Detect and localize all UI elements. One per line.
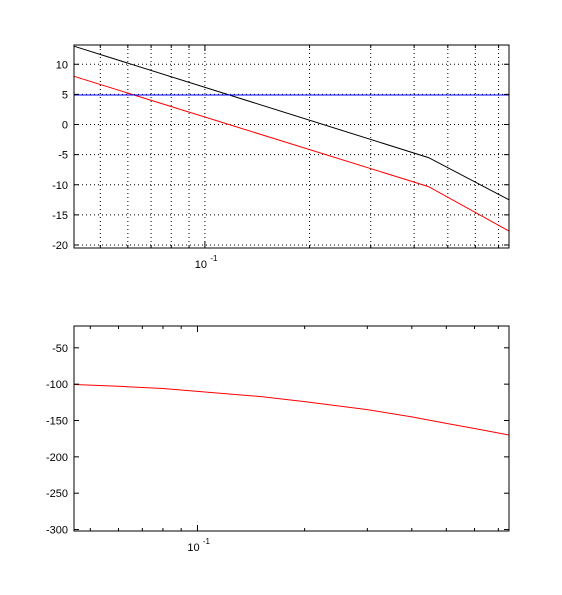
chart-1-frame [73, 325, 510, 532]
chart-1-xtick-label-base: 10 [187, 542, 199, 554]
chart-0-xtick-label-base: 10 [195, 259, 207, 271]
chart-1-ytick-label-3: -150 [46, 416, 68, 428]
chart-0-series-1 [73, 75, 510, 232]
chart-1-ytick-label-2: -200 [46, 452, 68, 464]
chart-1-ytick-label-5: -50 [52, 343, 68, 355]
chart-0-ytick-label-3: -5 [58, 150, 68, 162]
chart-1-xtick-label-exp: -1 [203, 537, 211, 546]
chart-0-frame [73, 44, 510, 249]
chart-1-ytick-label-1: -250 [46, 488, 68, 500]
phase-plot: -300 -250 -200 -150 -100 -50 10 -1 [46, 325, 510, 554]
chart-1-ytick-label-4: -100 [46, 379, 68, 391]
chart-0-ytick-label-2: -10 [52, 180, 68, 192]
chart-0-ytick-label-4: 0 [62, 120, 68, 132]
chart-1-series-0 [73, 384, 510, 436]
chart-0-ytick-label-0: -20 [52, 240, 68, 252]
chart-1-ytick-label-0: -300 [46, 525, 68, 537]
chart-0-ytick-label-1: -15 [52, 210, 68, 222]
chart-0-ytick-label-5: 5 [62, 89, 68, 101]
chart-0-series-0 [73, 45, 510, 201]
chart-0-ytick-label-6: 10 [56, 59, 68, 71]
chart-0-xtick-label-exp: -1 [210, 254, 218, 263]
